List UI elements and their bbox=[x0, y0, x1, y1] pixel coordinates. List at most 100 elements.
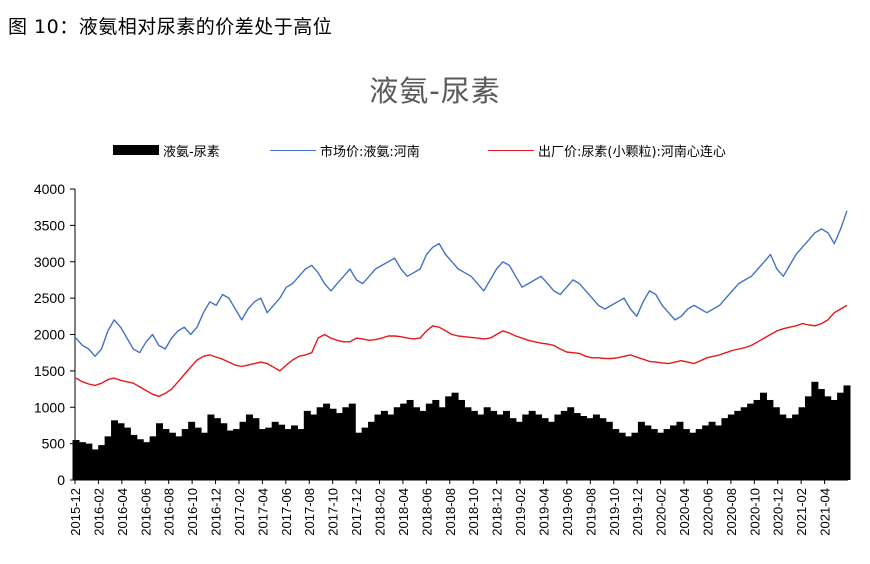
spread-bar bbox=[811, 381, 819, 480]
spread-bar bbox=[445, 396, 453, 480]
x-tick-label: 2018-12 bbox=[490, 488, 505, 536]
spread-bar bbox=[528, 410, 536, 480]
spread-bar bbox=[355, 432, 363, 480]
spread-bar bbox=[599, 418, 607, 480]
y-tick-label: 3500 bbox=[34, 217, 65, 233]
spread-bar bbox=[130, 434, 138, 480]
x-tick-label: 2017-02 bbox=[232, 488, 247, 536]
spread-bar bbox=[682, 429, 690, 480]
y-tick-label: 2000 bbox=[34, 327, 65, 343]
spread-bar bbox=[136, 439, 144, 480]
spread-bar bbox=[425, 403, 433, 480]
spread-bar bbox=[740, 407, 748, 480]
x-tick-label: 2018-08 bbox=[443, 488, 458, 536]
figure-caption: 图 10：液氨相对尿素的价差处于高位 bbox=[8, 16, 333, 38]
spread-bar bbox=[123, 427, 131, 480]
spread-bar bbox=[817, 389, 825, 480]
spread-bar bbox=[265, 427, 273, 480]
legend-swatch-urea bbox=[488, 149, 534, 151]
spread-bar bbox=[413, 407, 421, 480]
legend-swatch-spread bbox=[113, 145, 159, 155]
x-tick-label: 2016-12 bbox=[209, 488, 224, 536]
spread-bar bbox=[194, 427, 202, 480]
spread-bar bbox=[509, 418, 517, 480]
spread-bar bbox=[502, 410, 510, 480]
spread-bar bbox=[207, 414, 215, 480]
spread-bar bbox=[586, 418, 594, 480]
spread-bar bbox=[419, 410, 427, 480]
x-tick-label: 2018-06 bbox=[419, 488, 434, 536]
spread-bar bbox=[592, 414, 600, 480]
spread-bar bbox=[747, 403, 755, 480]
spread-bar bbox=[149, 436, 157, 480]
spread-bar bbox=[759, 392, 767, 480]
spread-bar bbox=[303, 410, 311, 480]
x-tick-label: 2017-12 bbox=[349, 488, 364, 536]
spread-bar bbox=[490, 410, 498, 480]
spread-bar bbox=[644, 425, 652, 480]
legend-item-spread: 液氨-尿素 bbox=[113, 140, 220, 160]
x-tick-label: 2019-08 bbox=[583, 488, 598, 536]
legend-label-spread: 液氨-尿素 bbox=[163, 144, 220, 160]
legend-item-urea: 出厂价:尿素(小颗粒):河南心连心 bbox=[488, 140, 726, 160]
spread-bar bbox=[368, 421, 376, 480]
spread-bar bbox=[213, 418, 221, 480]
spread-bar bbox=[72, 439, 80, 480]
spread-bar bbox=[483, 407, 491, 480]
spread-bar bbox=[496, 414, 504, 480]
y-tick-label: 1500 bbox=[34, 363, 65, 379]
spread-bar bbox=[380, 410, 388, 480]
spread-bar bbox=[650, 429, 658, 480]
spread-bar bbox=[156, 423, 164, 480]
y-axis: 0 500 1000 1500 2000 2500 3000 3500 4000 bbox=[34, 181, 76, 488]
spread-bar bbox=[98, 445, 106, 480]
x-tick-label: 2017-06 bbox=[279, 488, 294, 536]
y-tick-label: 3000 bbox=[34, 254, 65, 270]
spread-bar bbox=[162, 429, 170, 480]
spread-bar bbox=[393, 407, 401, 480]
y-tick-label: 500 bbox=[42, 436, 66, 452]
x-tick-label: 2017-10 bbox=[326, 488, 341, 536]
spread-bar bbox=[766, 399, 774, 480]
spread-bar bbox=[143, 442, 151, 480]
spread-bar bbox=[374, 414, 382, 480]
spread-bar bbox=[798, 407, 806, 480]
spread-bar bbox=[78, 442, 86, 480]
legend-label-urea: 出厂价:尿素(小颗粒):河南心连心 bbox=[538, 144, 726, 160]
spread-bar bbox=[201, 432, 208, 480]
x-tick-label: 2019-06 bbox=[560, 488, 575, 536]
spread-bar bbox=[779, 414, 787, 480]
spread-bar bbox=[535, 414, 543, 480]
spread-bar bbox=[387, 414, 395, 480]
spread-bar bbox=[612, 429, 620, 480]
spread-bar bbox=[284, 429, 292, 480]
x-tick-label: 2016-08 bbox=[162, 488, 177, 536]
spread-bar bbox=[772, 407, 780, 480]
spread-bar bbox=[824, 396, 832, 480]
x-tick-label: 2016-04 bbox=[115, 488, 130, 536]
spread-bar bbox=[695, 429, 703, 480]
spread-bar bbox=[91, 449, 99, 480]
spread-bar bbox=[85, 443, 93, 480]
series-spread-area bbox=[72, 381, 851, 480]
legend-swatch-ammonia bbox=[270, 149, 316, 151]
x-tick-label: 2020-12 bbox=[771, 488, 786, 536]
spread-bar bbox=[451, 392, 459, 480]
x-tick-label: 2020-08 bbox=[724, 488, 739, 536]
x-tick-label: 2017-04 bbox=[255, 488, 270, 536]
y-tick-label: 2500 bbox=[34, 290, 65, 306]
spread-bar bbox=[734, 410, 742, 480]
spread-bar bbox=[258, 429, 266, 480]
x-axis: 2015-12 2016-02 2016-04 2016-06 2016-08 2016-… bbox=[68, 479, 848, 536]
spread-bar bbox=[708, 421, 716, 480]
spread-bar bbox=[689, 432, 697, 480]
spread-bar bbox=[458, 399, 465, 480]
spread-bar bbox=[573, 413, 581, 480]
x-tick-label: 2020-10 bbox=[747, 488, 762, 536]
spread-bar bbox=[702, 425, 710, 480]
spread-bar bbox=[792, 414, 800, 480]
spread-bar bbox=[175, 436, 183, 480]
spread-bar bbox=[181, 429, 189, 480]
x-tick-label: 2019-10 bbox=[607, 488, 622, 536]
